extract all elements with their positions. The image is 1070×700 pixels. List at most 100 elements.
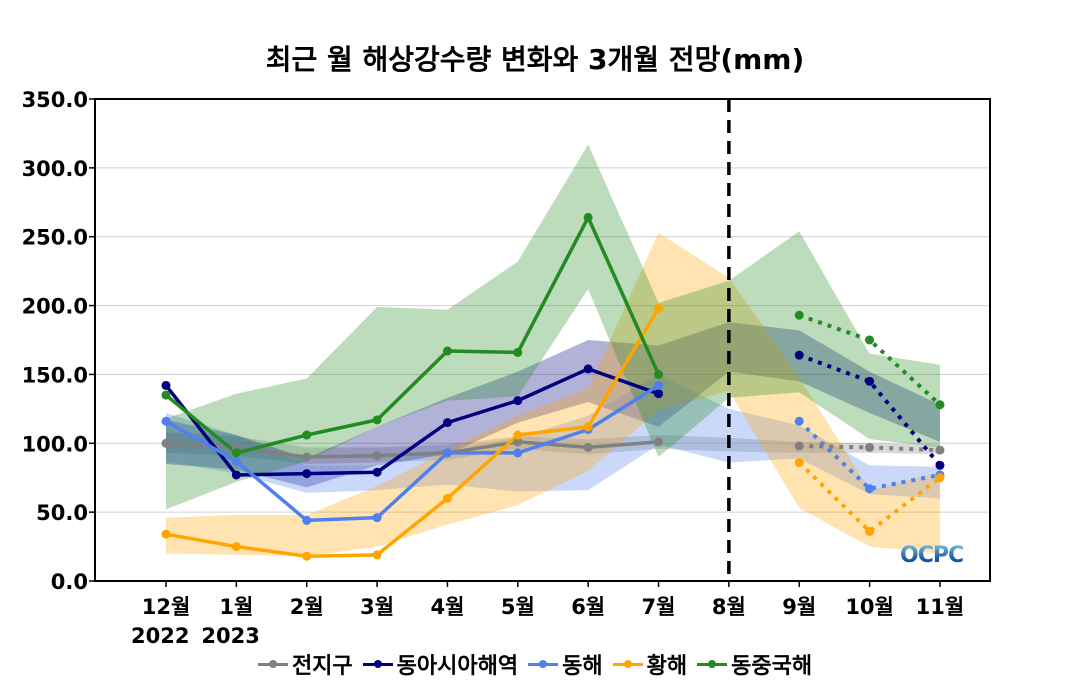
series-line-forecast bbox=[797, 461, 942, 535]
data-point bbox=[513, 437, 523, 447]
data-point bbox=[865, 442, 875, 452]
x-tick-label: 7월 bbox=[642, 595, 676, 619]
legend-swatch-icon bbox=[362, 657, 393, 671]
series-line-observed bbox=[164, 215, 661, 455]
y-tick-label: 250.0 bbox=[22, 226, 88, 250]
data-point bbox=[161, 438, 171, 448]
data-point bbox=[794, 441, 804, 451]
data-point bbox=[302, 430, 312, 440]
series-line-observed bbox=[165, 307, 661, 558]
legend-label: 동해 bbox=[562, 654, 603, 679]
ocpc-logo: OCPC bbox=[900, 543, 964, 568]
data-point bbox=[372, 550, 382, 560]
data-point bbox=[513, 448, 523, 458]
data-point bbox=[654, 389, 664, 399]
plot-frame bbox=[94, 98, 991, 582]
legend-item: 전지구 bbox=[257, 648, 353, 680]
series-line-observed bbox=[165, 383, 660, 523]
legend-item: 동중국해 bbox=[697, 648, 812, 680]
data-point bbox=[865, 526, 875, 536]
data-point bbox=[372, 467, 382, 477]
data-point bbox=[935, 473, 945, 483]
y-tick-label: 150.0 bbox=[22, 363, 88, 387]
data-point bbox=[583, 442, 593, 452]
data-point bbox=[513, 430, 523, 440]
data-point bbox=[513, 347, 523, 357]
y-tick-label: 300.0 bbox=[22, 157, 88, 181]
data-point bbox=[654, 380, 664, 390]
y-tick-label: 200.0 bbox=[22, 295, 88, 319]
x-tick-label: 12월 bbox=[142, 595, 191, 619]
legend-label: 동아시아해역 bbox=[396, 654, 519, 679]
x-tick-label: 5월 bbox=[501, 595, 535, 619]
data-point bbox=[583, 422, 593, 432]
legend-swatch-icon bbox=[257, 657, 288, 671]
data-point bbox=[231, 456, 241, 466]
x-tick-label: 2월 bbox=[290, 595, 324, 619]
x-tick-label: 4월 bbox=[430, 595, 464, 619]
x-tick-label: 9월 bbox=[782, 595, 816, 619]
legend: 전지구 동아시아해역 동해 황해 동중국해 bbox=[0, 648, 1070, 680]
data-point bbox=[935, 445, 945, 455]
legend-swatch-icon bbox=[612, 657, 643, 671]
year-label: 2022 bbox=[131, 624, 189, 648]
x-tick-label: 8월 bbox=[712, 595, 746, 619]
data-point bbox=[302, 515, 312, 525]
legend-label: 동중국해 bbox=[731, 654, 813, 679]
data-point bbox=[513, 396, 523, 406]
data-point bbox=[161, 380, 171, 390]
legend-item: 황해 bbox=[612, 648, 687, 680]
data-point bbox=[935, 460, 945, 470]
data-point bbox=[583, 364, 593, 374]
data-point bbox=[442, 493, 452, 503]
data-point bbox=[865, 335, 875, 345]
y-axis: 0.0 50.0 100.0 150.0 200.0 250.0 300.0 350.0 bbox=[22, 88, 95, 594]
data-point bbox=[442, 418, 452, 428]
data-point bbox=[654, 303, 664, 313]
data-point bbox=[302, 452, 312, 462]
data-point bbox=[442, 448, 452, 458]
data-point bbox=[442, 346, 452, 356]
confidence-band bbox=[166, 232, 940, 557]
data-point bbox=[231, 470, 241, 480]
legend-item: 동아시아해역 bbox=[362, 648, 519, 680]
confidence-band bbox=[166, 322, 940, 488]
data-point bbox=[372, 513, 382, 523]
data-point bbox=[794, 416, 804, 426]
confidence-bands bbox=[166, 144, 940, 557]
x-tick-label: 10월 bbox=[845, 595, 894, 619]
legend-label: 전지구 bbox=[291, 654, 353, 679]
data-point bbox=[372, 415, 382, 425]
x-axis: 12월 1월 2월 3월 4월 5월 6월 7월 8월 9월 10월 11월 2022 2023 bbox=[131, 581, 964, 648]
legend-swatch-icon bbox=[528, 657, 559, 671]
chart-title: 최근 월 해상강수량 변화와 3개월 전망(mm) bbox=[265, 43, 805, 76]
data-point bbox=[161, 390, 171, 400]
data-point bbox=[654, 369, 664, 379]
data-point bbox=[865, 376, 875, 386]
y-tick-label: 50.0 bbox=[36, 501, 88, 525]
data-point bbox=[161, 416, 171, 426]
data-point bbox=[654, 437, 664, 447]
confidence-band bbox=[166, 374, 940, 499]
data-point bbox=[583, 212, 593, 222]
data-point bbox=[372, 451, 382, 461]
data-point bbox=[794, 350, 804, 360]
data-point bbox=[794, 458, 804, 468]
series-line-forecast bbox=[797, 419, 941, 491]
data-point bbox=[231, 542, 241, 552]
data-point bbox=[302, 469, 312, 479]
y-tick-label: 100.0 bbox=[22, 432, 88, 456]
confidence-band bbox=[166, 144, 940, 510]
x-tick-label: 3월 bbox=[360, 595, 394, 619]
data-point bbox=[231, 448, 241, 458]
x-tick-label: 11월 bbox=[916, 595, 965, 619]
data-point bbox=[935, 400, 945, 410]
year-label: 2023 bbox=[201, 624, 259, 648]
x-tick-label: 6월 bbox=[571, 595, 605, 619]
series-markers bbox=[161, 212, 945, 561]
data-point bbox=[865, 484, 875, 494]
series-line-observed bbox=[164, 367, 660, 477]
data-point bbox=[161, 529, 171, 539]
y-tick-label: 0.0 bbox=[51, 570, 88, 594]
